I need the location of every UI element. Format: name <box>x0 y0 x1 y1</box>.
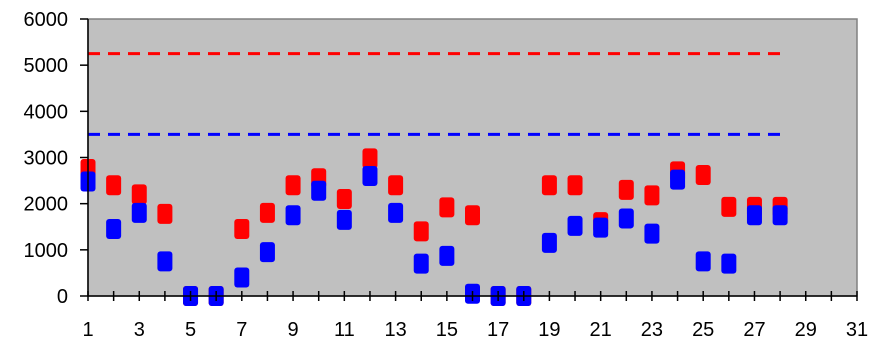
x-tick-label: 27 <box>743 319 765 341</box>
data-point <box>131 202 147 223</box>
data-point <box>259 202 275 223</box>
data-point <box>157 251 173 272</box>
x-tick-label: 9 <box>288 319 299 341</box>
data-point <box>695 251 711 272</box>
y-tick-label: 5000 <box>24 55 69 77</box>
data-point <box>670 169 686 190</box>
data-point <box>388 202 404 223</box>
x-tick-label: 13 <box>384 319 406 341</box>
y-tick-label: 3000 <box>24 148 69 170</box>
data-point <box>362 165 378 186</box>
x-tick-label: 25 <box>692 319 714 341</box>
data-point <box>541 232 557 253</box>
data-point <box>413 253 429 274</box>
data-point <box>618 179 634 200</box>
data-point <box>567 175 583 196</box>
plot-area <box>87 18 858 297</box>
y-tick-label: 4000 <box>24 101 69 123</box>
data-point <box>593 217 609 238</box>
data-point <box>285 205 301 226</box>
data-point <box>746 205 762 226</box>
x-tick-label: 1 <box>82 319 93 341</box>
data-point <box>131 184 147 205</box>
data-point <box>285 175 301 196</box>
x-tick-label: 31 <box>846 319 868 341</box>
data-point <box>336 189 352 210</box>
data-point <box>567 215 583 236</box>
data-markers <box>80 148 788 306</box>
data-point <box>772 205 788 226</box>
data-point <box>644 223 660 244</box>
x-tick-label: 7 <box>236 319 247 341</box>
y-tick-label: 0 <box>57 286 68 308</box>
data-point <box>157 203 173 224</box>
x-tick-label: 5 <box>185 319 196 341</box>
y-tick-label: 1000 <box>24 240 69 262</box>
data-point <box>311 180 327 201</box>
data-point <box>106 219 122 240</box>
y-tick-label: 6000 <box>24 9 69 31</box>
data-point <box>721 253 737 274</box>
data-point <box>106 175 122 196</box>
data-point <box>644 185 660 206</box>
reference-lines <box>88 52 782 136</box>
x-tick-label: 23 <box>641 319 663 341</box>
data-point <box>541 175 557 196</box>
x-tick-label: 15 <box>436 319 458 341</box>
data-point <box>618 208 634 229</box>
y-tick-label: 2000 <box>24 194 69 216</box>
data-point <box>413 221 429 242</box>
x-tick-label: 11 <box>334 319 355 341</box>
x-tick-label: 29 <box>795 319 817 341</box>
data-point <box>336 209 352 230</box>
data-point <box>362 148 378 169</box>
data-point <box>695 165 711 186</box>
data-point <box>388 175 404 196</box>
x-tick-label: 17 <box>487 319 509 341</box>
data-point <box>439 197 455 218</box>
data-point <box>465 205 480 226</box>
data-point <box>234 219 250 240</box>
x-tick-label: 19 <box>538 319 560 341</box>
data-point <box>259 242 275 263</box>
data-point <box>721 196 737 217</box>
x-tick-label: 3 <box>134 319 145 341</box>
x-tick-label: 21 <box>590 319 612 341</box>
data-point <box>234 267 250 288</box>
data-point <box>439 245 455 266</box>
